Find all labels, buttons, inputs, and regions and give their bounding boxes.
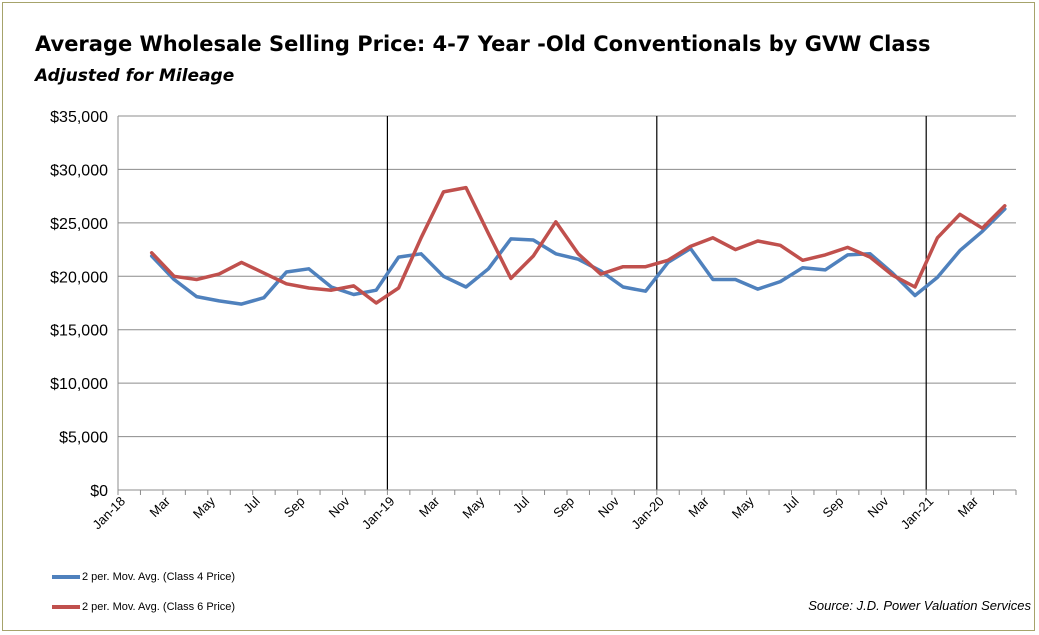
chart-title: Average Wholesale Selling Price: 4-7 Yea… [35, 32, 931, 56]
axes [117, 116, 1017, 495]
x-tick-label: Sep [820, 494, 847, 521]
x-tick-label: Mar [416, 493, 443, 520]
x-tick-label: Sep [281, 494, 308, 521]
x-tick-label: Jul [779, 493, 801, 515]
x-tick-label: Mar [147, 493, 174, 520]
legend-item-class-4: 2 per. Mov. Avg. (Class 4 Price) [52, 569, 235, 585]
y-tick-label: $30,000 [50, 162, 108, 179]
legend-swatch-class-6 [52, 605, 80, 609]
y-tick-label: $5,000 [59, 430, 108, 447]
source-note: Source: J.D. Power Valuation Services [808, 598, 1031, 613]
x-tick-label: Jul [240, 493, 262, 515]
legend-label-class-4: 2 per. Mov. Avg. (Class 4 Price) [82, 571, 236, 583]
legend-swatch-class-4 [52, 575, 80, 579]
x-tick-label: Nov [326, 493, 353, 520]
x-tick-label: Nov [864, 493, 891, 520]
x-tick-label: Mar [685, 493, 712, 520]
x-tick-label: Sep [550, 494, 577, 521]
series-line-class-6 [149, 185, 1007, 305]
y-tick-label: $15,000 [50, 323, 108, 340]
y-tick-label: $25,000 [50, 216, 108, 233]
x-tick-label: Jan-20 [628, 494, 667, 533]
x-tick-label: Nov [595, 493, 622, 520]
year-dividers [386, 116, 927, 490]
legend-item-class-6: 2 per. Mov. Avg. (Class 6 Price) [52, 599, 235, 615]
legend-label-class-6: 2 per. Mov. Avg. (Class 6 Price) [82, 601, 236, 613]
y-tick-label: $0 [90, 483, 108, 500]
chart-subtitle: Adjusted for Mileage [35, 66, 235, 86]
series-lines [149, 185, 1007, 306]
x-tick-labels: Jan-18 Mar May Jul Sep Nov Jan-19 Mar May Jul Sep N… [89, 493, 981, 532]
x-tick-label: Jan-19 [359, 494, 398, 533]
x-tick-label: May [459, 493, 487, 521]
x-tick-label: Jul [510, 493, 532, 515]
y-tick-label: $20,000 [50, 269, 108, 286]
gridlines [118, 115, 1016, 438]
x-tick-label: Mar [955, 493, 982, 520]
x-tick-label: May [190, 493, 218, 521]
x-tick-label: May [729, 493, 757, 521]
y-tick-label: $10,000 [50, 376, 108, 393]
y-tick-labels: $0 $5,000 $10,000 $15,000 $20,000 $25,000 $30,… [50, 109, 108, 500]
y-tick-label: $35,000 [50, 109, 108, 126]
x-tick-label: Jan-21 [898, 494, 937, 533]
